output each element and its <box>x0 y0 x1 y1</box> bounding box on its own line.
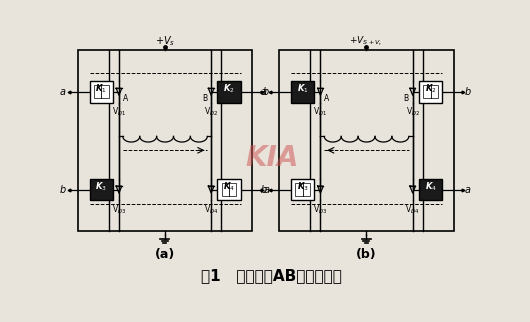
Text: 图1   电机绕组AB的电流方向: 图1 电机绕组AB的电流方向 <box>201 268 342 283</box>
Bar <box>295 183 310 196</box>
Bar <box>291 179 314 200</box>
Text: B: B <box>202 94 207 103</box>
Text: K$_3$: K$_3$ <box>95 180 107 193</box>
Text: K$_3$: K$_3$ <box>297 180 308 193</box>
Bar <box>217 81 241 102</box>
Bar <box>217 179 241 200</box>
Text: K$_1$: K$_1$ <box>297 82 308 95</box>
Text: V$_{D4}$: V$_{D4}$ <box>204 204 218 216</box>
Text: V$_{D2}$: V$_{D2}$ <box>405 106 420 118</box>
Text: V$_{D3}$: V$_{D3}$ <box>313 204 328 216</box>
Text: V$_{D1}$: V$_{D1}$ <box>313 106 328 118</box>
Text: a: a <box>465 185 471 194</box>
Text: b: b <box>465 87 471 97</box>
Text: V$_{D1}$: V$_{D1}$ <box>112 106 126 118</box>
Text: +V$_s$: +V$_s$ <box>155 34 175 48</box>
Text: K$_1$: K$_1$ <box>95 82 107 95</box>
Text: (a): (a) <box>155 248 175 261</box>
Text: b: b <box>263 87 269 97</box>
Bar <box>419 81 442 102</box>
Text: (b): (b) <box>356 248 377 261</box>
Bar <box>78 50 252 231</box>
Bar <box>90 179 113 200</box>
Bar <box>222 183 236 196</box>
Text: K$_2$: K$_2$ <box>223 82 235 95</box>
Bar <box>291 81 314 102</box>
Bar <box>279 50 454 231</box>
Text: b: b <box>261 185 267 194</box>
Text: V$_{D3}$: V$_{D3}$ <box>112 204 126 216</box>
Text: K$_4$: K$_4$ <box>223 180 235 193</box>
Text: K$_4$: K$_4$ <box>425 180 437 193</box>
Text: KIA: KIA <box>245 144 298 172</box>
Text: B: B <box>404 94 409 103</box>
Text: a: a <box>261 87 267 97</box>
Text: +V$_{S+V_r}$: +V$_{S+V_r}$ <box>349 34 383 48</box>
Bar <box>90 81 113 102</box>
Text: b: b <box>59 185 66 194</box>
Text: a: a <box>263 185 269 194</box>
Bar <box>94 85 109 99</box>
Bar <box>423 85 438 99</box>
Text: A: A <box>123 94 128 103</box>
Text: K$_2$: K$_2$ <box>425 82 436 95</box>
Text: A: A <box>324 94 330 103</box>
Bar <box>419 179 442 200</box>
Text: V$_{D2}$: V$_{D2}$ <box>204 106 218 118</box>
Text: V$_{D4}$: V$_{D4}$ <box>405 204 420 216</box>
Text: a: a <box>59 87 66 97</box>
